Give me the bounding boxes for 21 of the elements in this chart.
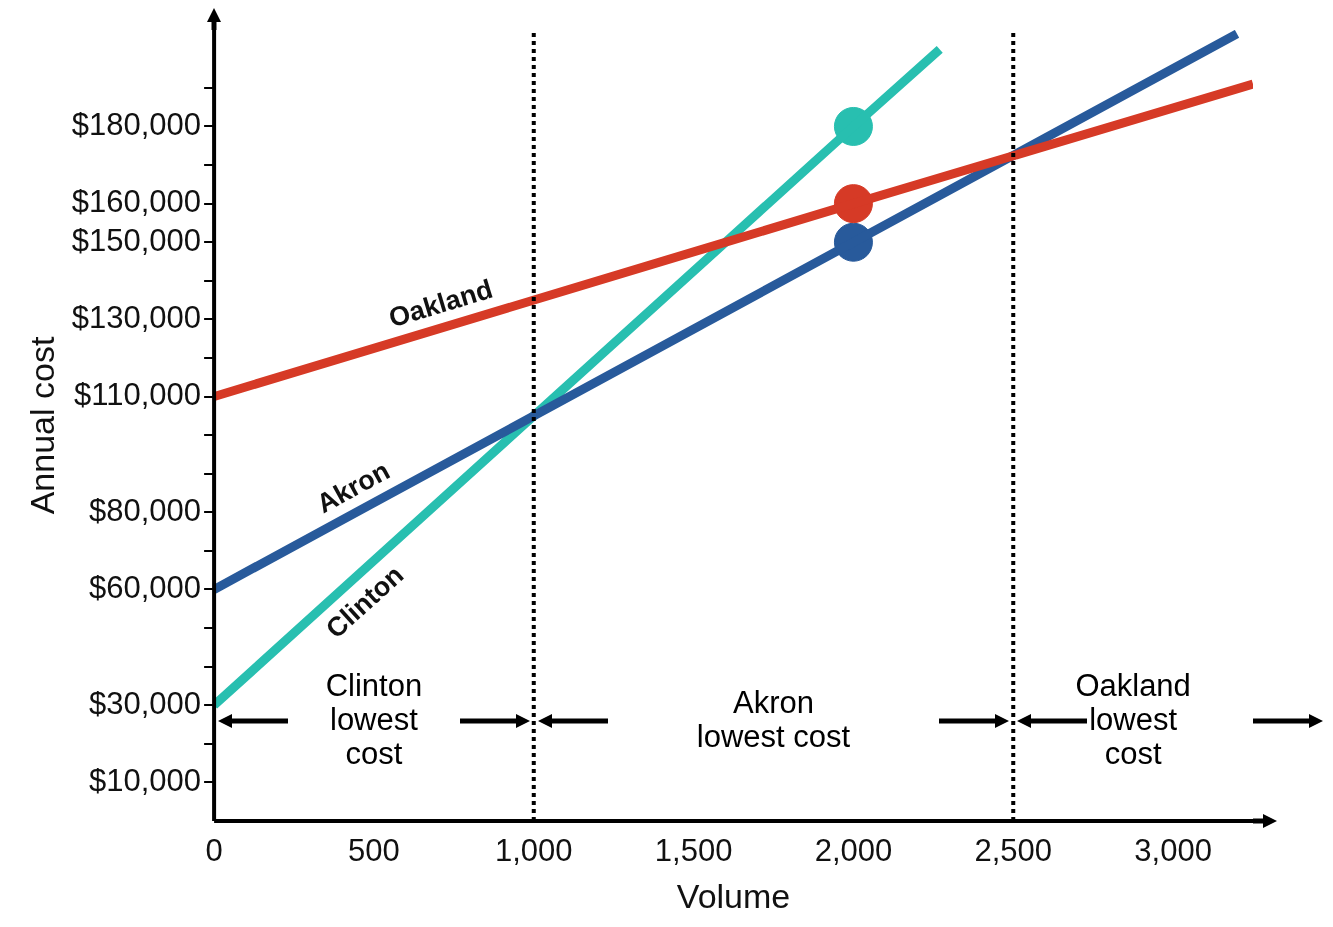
x-tick-label: 0 xyxy=(205,833,223,869)
x-tick-label: 3,000 xyxy=(1134,833,1212,869)
y-tick-label: $10,000 xyxy=(89,762,202,798)
y-tick-label: $80,000 xyxy=(89,492,202,528)
y-tick-label: $60,000 xyxy=(89,570,202,606)
x-tick-label: 2,000 xyxy=(814,833,893,869)
annotation: Oakland lowest cost xyxy=(1075,667,1191,771)
y-tick-label: $180,000 xyxy=(71,107,202,143)
annotation: Akron lowest cost xyxy=(696,684,851,754)
y-tick-label: $110,000 xyxy=(74,377,202,413)
x-axis-title: Volume xyxy=(676,876,791,915)
annotation: Clinton lowest cost xyxy=(325,667,423,771)
x-tick-label: 1,000 xyxy=(494,833,573,869)
y-tick-label: $160,000 xyxy=(71,184,202,220)
y-tick-label: $150,000 xyxy=(71,222,202,258)
x-tick-label: 500 xyxy=(348,833,400,869)
x-tick-label: 2,500 xyxy=(974,833,1053,869)
x-tick-label: 1,500 xyxy=(654,833,733,869)
y-tick-label: $30,000 xyxy=(89,685,202,721)
y-axis-title: Annual cost xyxy=(22,336,61,515)
y-tick-label: $130,000 xyxy=(71,299,202,335)
